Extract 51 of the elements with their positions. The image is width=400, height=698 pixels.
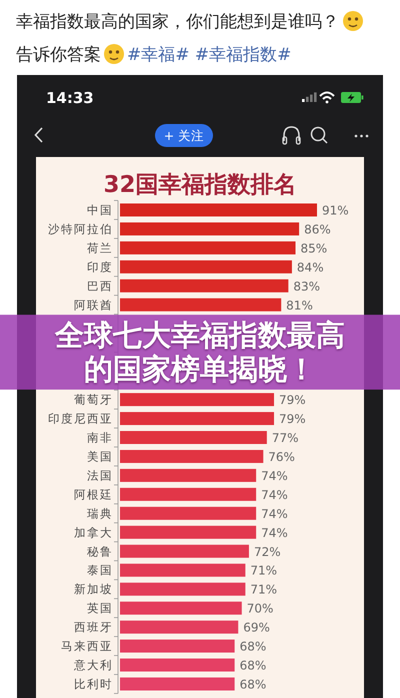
data-label: 91% — [322, 203, 349, 218]
y-tick-label: 瑞典 — [87, 506, 113, 520]
data-label: 85% — [300, 241, 328, 256]
y-tick-label: 意大利 — [73, 658, 113, 672]
y-tick-label: 新加坡 — [74, 582, 113, 596]
y-tick-label: 加拿大 — [74, 525, 113, 540]
data-label: 83% — [293, 279, 320, 294]
data-label: 79% — [279, 412, 306, 426]
chart-title: 32国幸福指数排名 — [103, 172, 297, 198]
y-tick-label: 印度尼西亚 — [48, 412, 113, 426]
data-label: 79% — [279, 393, 306, 408]
chart-subtitle: 幸福指数最高的国家，你们能想到是谁吗？ — [16, 12, 339, 32]
data-label: 84% — [296, 260, 324, 274]
y-tick-label: 阿根廷 — [74, 487, 113, 502]
data-label: 76% — [268, 450, 295, 464]
y-tick-label: 泰国 — [87, 563, 113, 578]
y-tick-label: 法国 — [87, 468, 113, 482]
y-tick-label: 葡萄牙 — [74, 392, 113, 407]
y-tick-label: 巴西 — [87, 278, 113, 293]
y-tick-label: 西班牙 — [74, 620, 113, 634]
annotation: 全球七大幸福指数最高的国家榜单揭晓！ — [54, 318, 346, 386]
y-tick-label: 南非 — [87, 430, 113, 444]
text: + 关注 — [164, 128, 204, 143]
data-label: 74% — [261, 488, 288, 502]
text: 14:33 — [46, 89, 94, 107]
data-label: 81% — [286, 298, 313, 312]
y-tick-label: 美国 — [87, 449, 113, 464]
y-tick-label: 荷兰 — [87, 240, 113, 255]
data-label: 68% — [240, 640, 266, 654]
data-label: 71% — [250, 564, 278, 578]
y-tick-label: 印度 — [87, 260, 113, 274]
data-label: 74% — [261, 526, 288, 540]
text: #幸福# #幸福指数# — [127, 45, 292, 65]
data-label: 86% — [304, 222, 331, 236]
y-tick-label: 沙特阿拉伯 — [48, 222, 113, 236]
data-label: 74% — [261, 506, 288, 521]
data-label: 77% — [272, 431, 299, 445]
y-tick-label: 比利时 — [74, 676, 113, 691]
data-label: 69% — [243, 620, 270, 635]
text: 告诉你答案 — [16, 45, 101, 65]
data-label: 68% — [240, 658, 266, 673]
data-label: 71% — [250, 582, 278, 597]
y-tick-label: 阿联酋 — [74, 298, 113, 312]
y-tick-label: 英国 — [87, 601, 113, 616]
data-label: 74% — [261, 468, 288, 483]
data-label: 70% — [246, 602, 274, 616]
y-tick-label: 秘鲁 — [87, 544, 113, 558]
data-label: 72% — [254, 544, 281, 559]
y-tick-label: 马来西亚 — [61, 639, 113, 654]
y-tick-label: 中国 — [87, 202, 113, 217]
data-label: 68% — [240, 677, 266, 692]
